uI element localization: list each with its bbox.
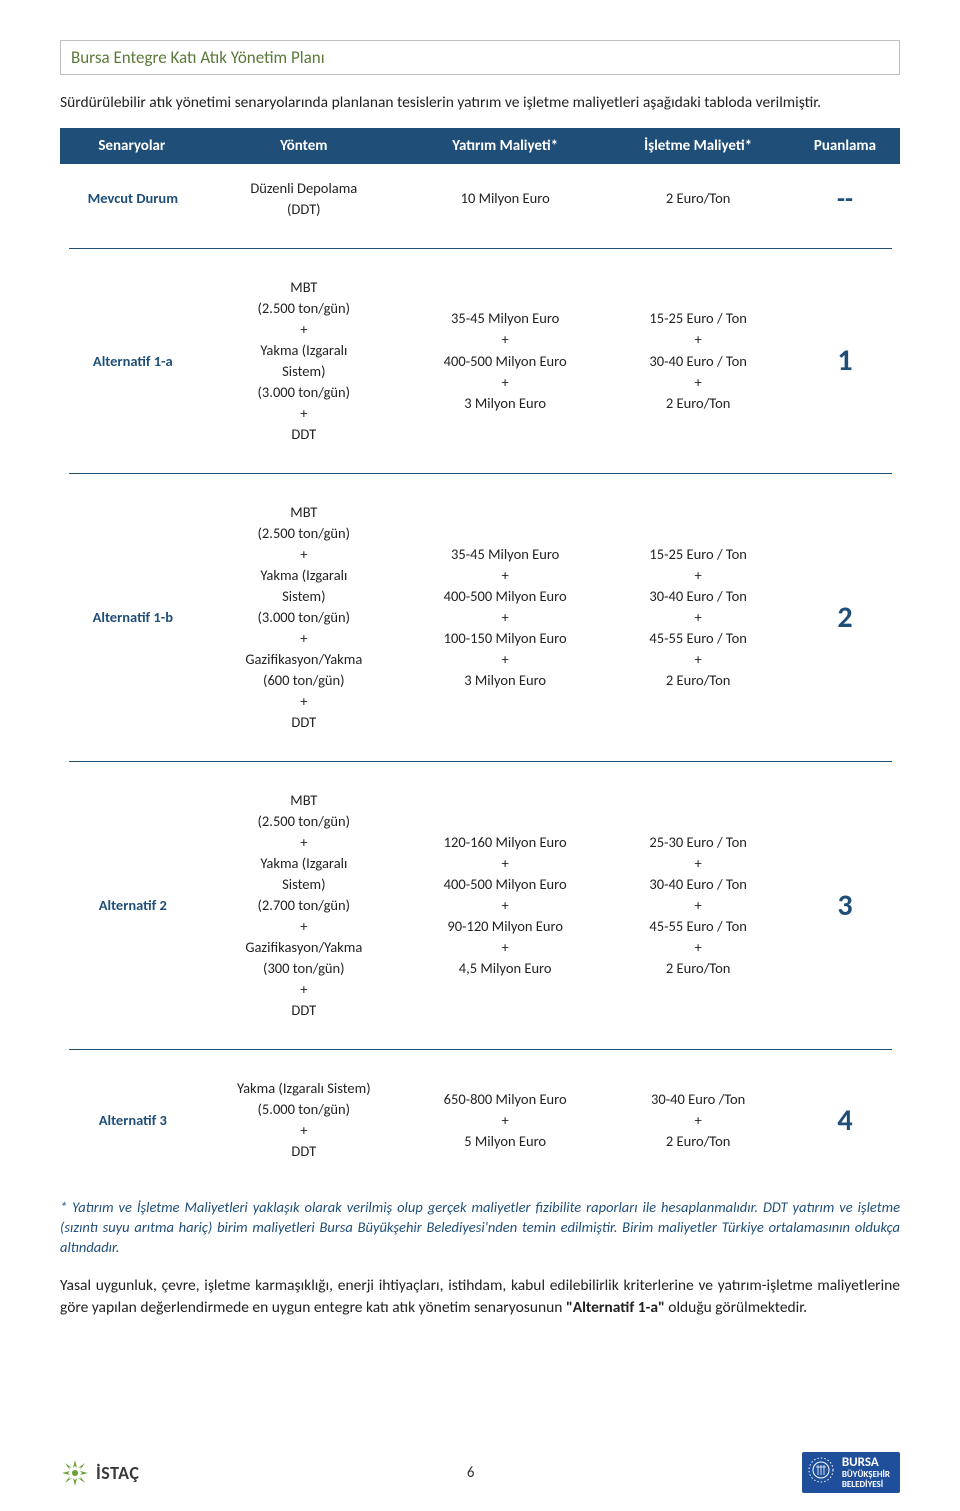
operating-cell: 2 Euro/Ton [606,163,791,234]
method-cell: MBT (2.500 ton/gün) + Yakma (Izgaralı Si… [203,263,404,459]
intro-paragraph: Sürdürülebilir atık yönetimi senaryoları… [60,93,900,114]
table-header: Senaryolar [61,128,204,163]
operating-cell: 15-25 Euro / Ton + 30-40 Euro / Ton + 45… [606,488,791,747]
scenario-name: Alternatif 2 [61,776,204,1035]
method-cell: MBT (2.500 ton/gün) + Yakma (Izgaralı Si… [203,488,404,747]
score-cell: 4 [790,1064,899,1176]
page-number: 6 [467,1464,475,1482]
investment-cell: 650-800 Milyon Euro + 5 Milyon Euro [404,1064,605,1176]
conclusion-bold: "Alternatif 1-a" [566,1298,665,1317]
bursa-logo-text: BURSA BÜYÜKŞEHİR BELEDİYESİ [842,1456,890,1489]
table-header: Yöntem [203,128,404,163]
page-footer: İSTAÇ 6 BURSA BÜYÜKŞEHİR BELEDİYESİ [60,1452,900,1493]
operating-cell: 30-40 Euro /Ton + 2 Euro/Ton [606,1064,791,1176]
table-row: Alternatif 2MBT (2.500 ton/gün) + Yakma … [61,776,900,1035]
method-cell: Yakma (Izgaralı Sistem) (5.000 ton/gün) … [203,1064,404,1176]
scenario-name: Alternatif 3 [61,1064,204,1176]
conclusion-text-post: olduğu görülmektedir. [665,1298,807,1317]
score-cell: 2 [790,488,899,747]
scenario-name: Mevcut Durum [61,163,204,234]
table-header: Puanlama [790,128,899,163]
investment-cell: 35-45 Milyon Euro + 400-500 Milyon Euro … [404,488,605,747]
method-cell: Düzenli Depolama (DDT) [203,163,404,234]
score-cell: -- [790,163,899,234]
conclusion-paragraph: Yasal uygunluk, çevre, işletme karmaşıkl… [60,1275,900,1318]
document-title: Bursa Entegre Katı Atık Yönetim Planı [60,40,900,75]
bursa-emblem-icon [808,1457,834,1488]
istac-logo-text: İSTAÇ [96,1462,139,1484]
operating-cell: 25-30 Euro / Ton + 30-40 Euro / Ton + 45… [606,776,791,1035]
table-row: Alternatif 1-aMBT (2.500 ton/gün) + Yakm… [61,263,900,459]
scenario-name: Alternatif 1-a [61,263,204,459]
row-separator [61,747,900,776]
investment-cell: 120-160 Milyon Euro + 400-500 Milyon Eur… [404,776,605,1035]
row-separator [61,234,900,263]
method-cell: MBT (2.500 ton/gün) + Yakma (Izgaralı Si… [203,776,404,1035]
operating-cell: 15-25 Euro / Ton + 30-40 Euro / Ton + 2 … [606,263,791,459]
score-cell: 3 [790,776,899,1035]
table-row: Alternatif 1-bMBT (2.500 ton/gün) + Yakm… [61,488,900,747]
scenario-table: SenaryolarYöntemYatırım Maliyeti*İşletme… [60,128,900,1177]
bursa-line3: BELEDİYESİ [842,1480,890,1489]
investment-cell: 35-45 Milyon Euro + 400-500 Milyon Euro … [404,263,605,459]
footer-left: İSTAÇ [60,1458,139,1488]
score-cell: 1 [790,263,899,459]
row-separator [61,1035,900,1064]
scenario-name: Alternatif 1-b [61,488,204,747]
row-separator [61,459,900,488]
investment-cell: 10 Milyon Euro [404,163,605,234]
table-row: Mevcut DurumDüzenli Depolama (DDT)10 Mil… [61,163,900,234]
table-header: Yatırım Maliyeti* [404,128,605,163]
footnote: * Yatırım ve İşletme Maliyetleri yaklaşı… [60,1198,900,1257]
table-header: İşletme Maliyeti* [606,128,791,163]
bursa-logo: BURSA BÜYÜKŞEHİR BELEDİYESİ [802,1452,900,1493]
table-row: Alternatif 3Yakma (Izgaralı Sistem) (5.0… [61,1064,900,1176]
istac-logo-icon [60,1458,90,1488]
